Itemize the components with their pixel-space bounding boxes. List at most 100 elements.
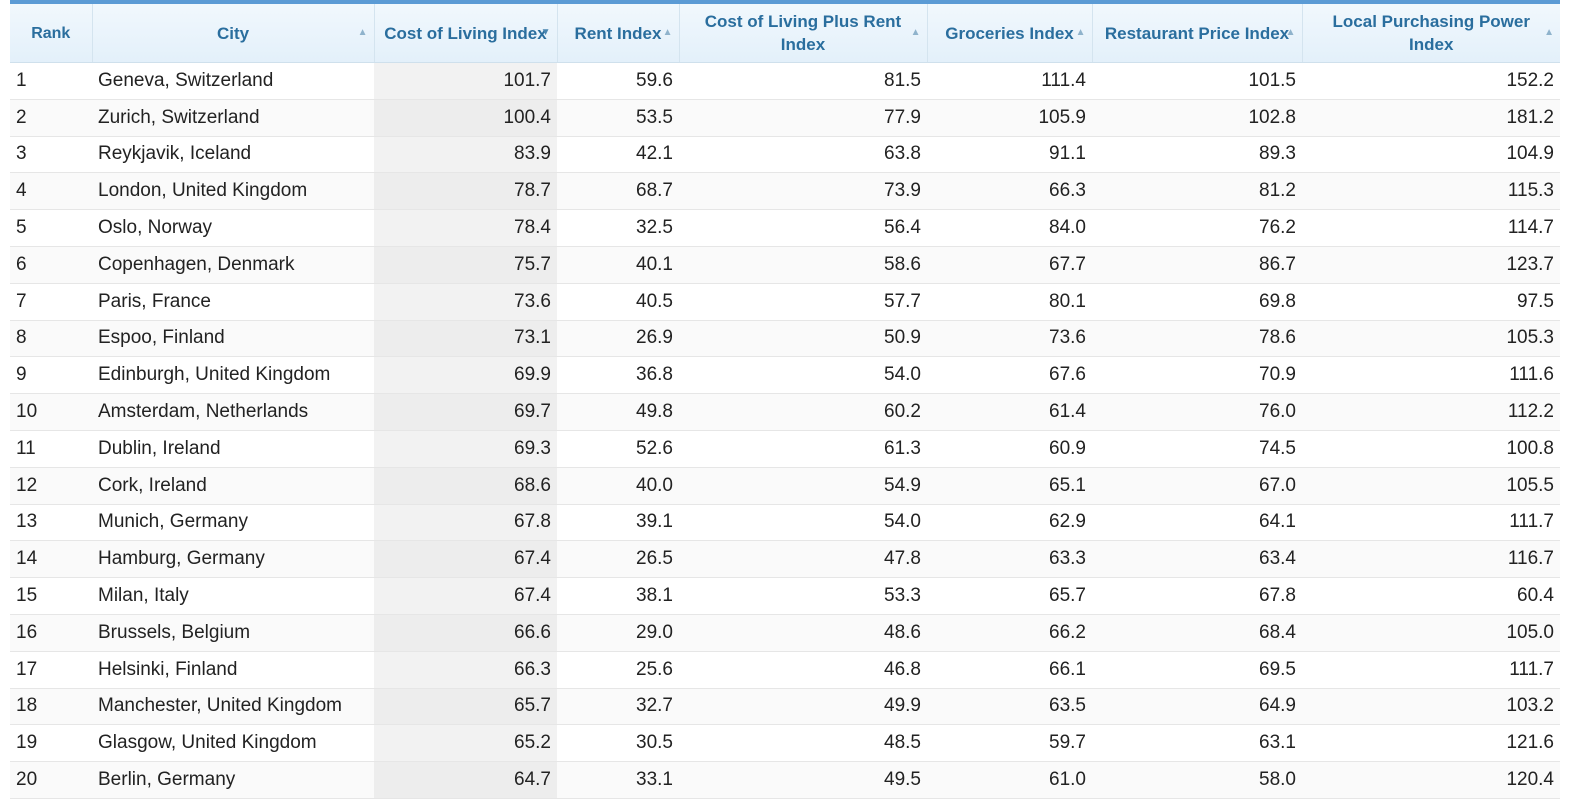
restaurant-price-cell: 74.5 bbox=[1092, 430, 1302, 468]
rank-cell: 16 bbox=[10, 614, 92, 652]
cost-of-living-cell: 75.7 bbox=[374, 246, 557, 284]
table-row: 7 Paris, France 73.6 40.5 57.7 80.1 69.8 97.5 bbox=[10, 283, 1560, 321]
table-row: 9 Edinburgh, United Kingdom 69.9 36.8 54.0 67… bbox=[10, 356, 1560, 395]
rent-cell: 33.1 bbox=[557, 761, 679, 799]
groceries-cell: 80.1 bbox=[927, 283, 1092, 321]
table-row: 12 Cork, Ireland 68.6 40.0 54.9 65.1 67.0 105.5 bbox=[10, 467, 1560, 505]
purchasing-power-cell: 103.2 bbox=[1302, 688, 1560, 726]
column-header-label: Local Purchasing Power Index bbox=[1332, 12, 1530, 54]
rent-cell: 36.8 bbox=[557, 356, 679, 395]
col-plus-rent-cell: 53.3 bbox=[679, 577, 927, 615]
rank-cell: 1 bbox=[10, 62, 92, 100]
purchasing-power-cell: 97.5 bbox=[1302, 283, 1560, 321]
city-cell: Reykjavik, Iceland bbox=[92, 136, 374, 174]
purchasing-power-cell: 121.6 bbox=[1302, 724, 1560, 763]
rank-cell: 10 bbox=[10, 393, 92, 431]
purchasing-power-cell: 120.4 bbox=[1302, 761, 1560, 799]
sort-ascending-icon: ▲ bbox=[910, 27, 921, 38]
rank-cell: 15 bbox=[10, 577, 92, 615]
cost-of-living-cell: 69.9 bbox=[374, 356, 557, 395]
column-header-cost-of-living[interactable]: Cost of Living Index ▼ bbox=[374, 4, 558, 63]
rent-cell: 26.5 bbox=[557, 540, 679, 579]
column-header-city[interactable]: City ▲ bbox=[92, 4, 375, 63]
cost-of-living-cell: 67.8 bbox=[374, 504, 557, 542]
purchasing-power-cell: 111.6 bbox=[1302, 356, 1560, 395]
groceries-cell: 111.4 bbox=[927, 62, 1092, 100]
restaurant-price-cell: 63.4 bbox=[1092, 540, 1302, 579]
cost-of-living-cell: 78.4 bbox=[374, 209, 557, 247]
rank-cell: 9 bbox=[10, 356, 92, 395]
cost-of-living-cell: 73.6 bbox=[374, 283, 557, 321]
col-plus-rent-cell: 49.5 bbox=[679, 761, 927, 799]
restaurant-price-cell: 86.7 bbox=[1092, 246, 1302, 284]
purchasing-power-cell: 112.2 bbox=[1302, 393, 1560, 431]
groceries-cell: 67.6 bbox=[927, 356, 1092, 395]
col-plus-rent-cell: 46.8 bbox=[679, 651, 927, 689]
rent-cell: 52.6 bbox=[557, 430, 679, 468]
table-row: 16 Brussels, Belgium 66.6 29.0 48.6 66.2 68.4 1… bbox=[10, 614, 1560, 652]
cost-of-living-cell: 73.1 bbox=[374, 320, 557, 358]
table-row: 18 Manchester, United Kingdom 65.7 32.7 49.9… bbox=[10, 688, 1560, 726]
purchasing-power-cell: 111.7 bbox=[1302, 651, 1560, 689]
column-header-rank[interactable]: Rank bbox=[10, 4, 93, 63]
table-header-row: Rank City ▲ Cost of Living Index ▼ Rent … bbox=[10, 4, 1560, 63]
column-header-groceries[interactable]: Groceries Index ▲ bbox=[927, 4, 1093, 63]
col-plus-rent-cell: 60.2 bbox=[679, 393, 927, 431]
groceries-cell: 63.3 bbox=[927, 540, 1092, 579]
rent-cell: 30.5 bbox=[557, 724, 679, 763]
cost-of-living-cell: 67.4 bbox=[374, 540, 557, 579]
restaurant-price-cell: 67.8 bbox=[1092, 577, 1302, 615]
column-header-rent[interactable]: Rent Index ▲ bbox=[557, 4, 680, 63]
purchasing-power-cell: 123.7 bbox=[1302, 246, 1560, 284]
city-cell: Manchester, United Kingdom bbox=[92, 688, 374, 726]
cost-of-living-cell: 68.6 bbox=[374, 467, 557, 505]
purchasing-power-cell: 104.9 bbox=[1302, 136, 1560, 174]
col-plus-rent-cell: 47.8 bbox=[679, 540, 927, 579]
table-row: 3 Reykjavik, Iceland 83.9 42.1 63.8 91.1 89.3 1… bbox=[10, 136, 1560, 174]
groceries-cell: 61.0 bbox=[927, 761, 1092, 799]
table-row: 10 Amsterdam, Netherlands 69.7 49.8 60.2 61.4… bbox=[10, 393, 1560, 431]
groceries-cell: 61.4 bbox=[927, 393, 1092, 431]
table-row: 14 Hamburg, Germany 67.4 26.5 47.8 63.3 63.4 11… bbox=[10, 540, 1560, 579]
restaurant-price-cell: 89.3 bbox=[1092, 136, 1302, 174]
city-cell: Dublin, Ireland bbox=[92, 430, 374, 468]
rent-cell: 40.0 bbox=[557, 467, 679, 505]
col-plus-rent-cell: 56.4 bbox=[679, 209, 927, 247]
rent-cell: 40.5 bbox=[557, 283, 679, 321]
column-header-restaurant[interactable]: Restaurant Price Index ▲ bbox=[1092, 4, 1303, 63]
rent-cell: 26.9 bbox=[557, 320, 679, 358]
groceries-cell: 66.2 bbox=[927, 614, 1092, 652]
city-cell: London, United Kingdom bbox=[92, 172, 374, 211]
rent-cell: 59.6 bbox=[557, 62, 679, 100]
cost-of-living-cell: 65.2 bbox=[374, 724, 557, 763]
col-plus-rent-cell: 50.9 bbox=[679, 320, 927, 358]
col-plus-rent-cell: 48.5 bbox=[679, 724, 927, 763]
table-row: 19 Glasgow, United Kingdom 65.2 30.5 48.5 59.… bbox=[10, 724, 1560, 763]
table-row: 11 Dublin, Ireland 69.3 52.6 61.3 60.9 74.5 100… bbox=[10, 430, 1560, 468]
purchasing-power-cell: 152.2 bbox=[1302, 62, 1560, 100]
purchasing-power-cell: 105.3 bbox=[1302, 320, 1560, 358]
city-cell: Copenhagen, Denmark bbox=[92, 246, 374, 284]
groceries-cell: 105.9 bbox=[927, 99, 1092, 137]
column-header-purchasing-power[interactable]: Local Purchasing Power Index ▲ bbox=[1302, 4, 1560, 63]
column-header-col-plus-rent[interactable]: Cost of Living Plus Rent Index ▲ bbox=[679, 4, 928, 63]
groceries-cell: 91.1 bbox=[927, 136, 1092, 174]
col-plus-rent-cell: 49.9 bbox=[679, 688, 927, 726]
col-plus-rent-cell: 54.0 bbox=[679, 504, 927, 542]
column-header-label: Cost of Living Plus Rent Index bbox=[704, 12, 902, 54]
sort-ascending-icon: ▲ bbox=[662, 27, 673, 38]
sort-descending-icon: ▼ bbox=[540, 27, 551, 38]
groceries-cell: 65.1 bbox=[927, 467, 1092, 505]
cost-of-living-cell: 67.4 bbox=[374, 577, 557, 615]
table-row: 17 Helsinki, Finland 66.3 25.6 46.8 66.1 69.5 1… bbox=[10, 651, 1560, 689]
purchasing-power-cell: 105.0 bbox=[1302, 614, 1560, 652]
city-cell: Amsterdam, Netherlands bbox=[92, 393, 374, 431]
rent-cell: 40.1 bbox=[557, 246, 679, 284]
purchasing-power-cell: 105.5 bbox=[1302, 467, 1560, 505]
purchasing-power-cell: 115.3 bbox=[1302, 172, 1560, 211]
col-plus-rent-cell: 77.9 bbox=[679, 99, 927, 137]
cost-of-living-cell: 66.3 bbox=[374, 651, 557, 689]
rent-cell: 38.1 bbox=[557, 577, 679, 615]
purchasing-power-cell: 181.2 bbox=[1302, 99, 1560, 137]
rank-cell: 7 bbox=[10, 283, 92, 321]
